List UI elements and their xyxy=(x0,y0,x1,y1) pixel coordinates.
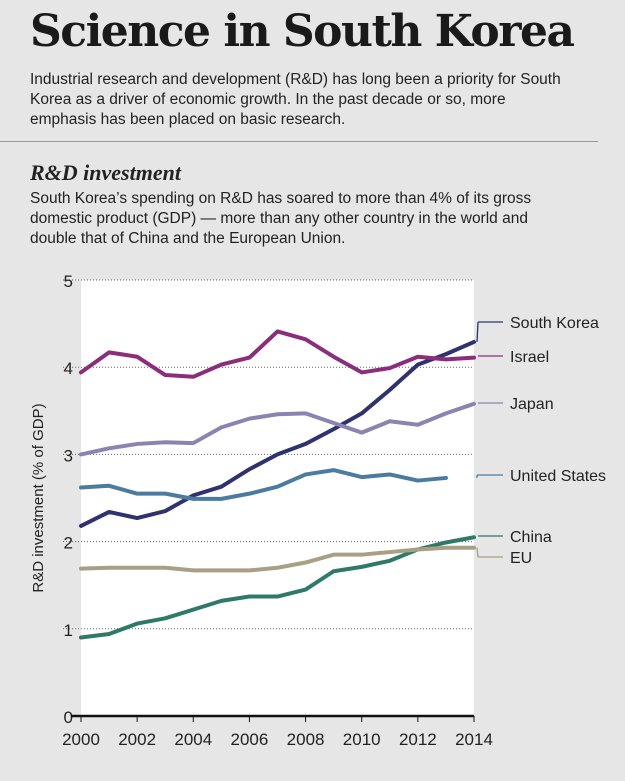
x-tick-label: 2004 xyxy=(174,730,212,749)
section-description: South Korea’s spending on R&D has soared… xyxy=(30,190,532,247)
plot-area xyxy=(81,280,474,716)
x-tick-label: 2000 xyxy=(62,730,100,749)
x-tick-label: 2008 xyxy=(287,730,325,749)
y-axis-label: R&D investment (% of GDP) xyxy=(30,403,47,592)
series-label: EU xyxy=(510,550,532,567)
y-tick-label: 1 xyxy=(64,621,73,640)
y-tick-label: 2 xyxy=(64,534,73,553)
y-tick-label: 3 xyxy=(64,446,73,465)
leader-line xyxy=(476,547,479,558)
x-tick-label: 2012 xyxy=(399,730,437,749)
y-tick-label: 4 xyxy=(64,359,73,378)
series-label: United States xyxy=(510,468,606,485)
divider xyxy=(0,141,598,142)
x-tick-label: 2002 xyxy=(118,730,156,749)
intro-text: Industrial research and development (R&D… xyxy=(30,71,561,128)
y-tick-label: 5 xyxy=(64,272,73,291)
series-line-united-states xyxy=(79,468,448,501)
series-label: South Korea xyxy=(510,315,599,332)
series-label: Israel xyxy=(510,349,549,366)
section-title: R&D investment xyxy=(30,160,181,185)
x-tick-label: 2006 xyxy=(231,730,269,749)
series-label: Japan xyxy=(510,396,554,413)
page-title: Science in South Korea xyxy=(30,6,575,57)
leader-line xyxy=(476,321,479,342)
y-tick-label: 0 xyxy=(64,708,73,727)
series-label: China xyxy=(510,529,552,546)
x-tick-label: 2014 xyxy=(455,730,493,749)
x-tick-label: 2010 xyxy=(343,730,381,749)
